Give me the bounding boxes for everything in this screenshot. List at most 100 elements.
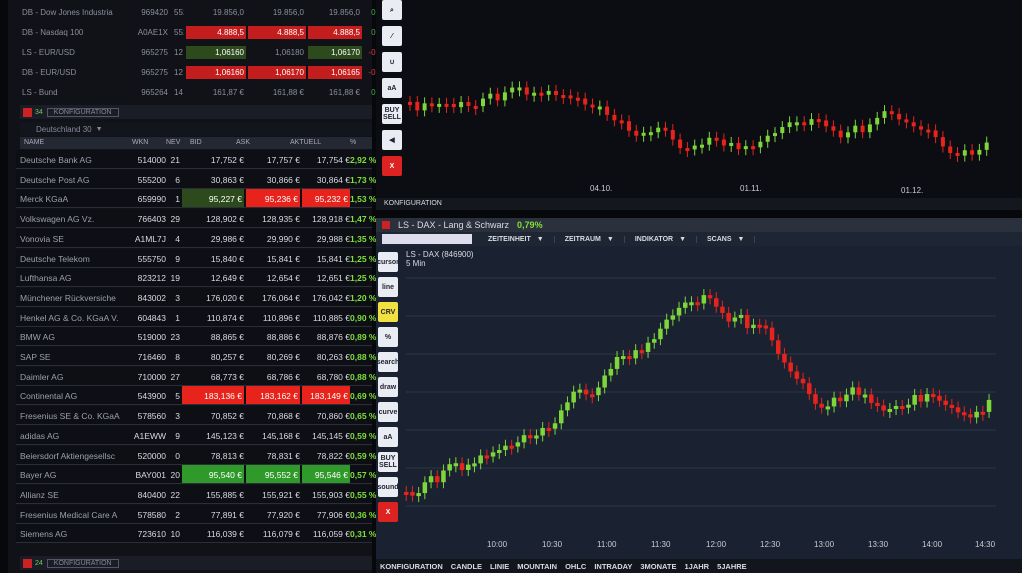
column-header[interactable]: BID	[190, 139, 202, 146]
table-row[interactable]: Deutsche Post AG 555200 6 30,863 € 30,866 € 3…	[16, 169, 376, 189]
candle	[853, 125, 858, 133]
menu-zeitraum[interactable]: ZEITRAUM ▼	[555, 235, 625, 243]
quote-last: 1,06170	[308, 45, 362, 59]
table-row[interactable]: Allianz SE 840400 22 155,885 € 155,921 € 155,…	[16, 484, 376, 504]
candle	[437, 103, 442, 107]
column-header[interactable]: %	[350, 139, 357, 146]
column-header[interactable]: AKTUELL	[290, 139, 322, 146]
cell-ask: 70,868 €	[266, 411, 300, 422]
candle	[515, 442, 521, 447]
tool-search-button[interactable]: search	[378, 352, 398, 372]
tool-search-icon[interactable]: ⌕	[382, 0, 402, 20]
table-row[interactable]: Volkswagen AG Vz. 766403 29 128,902 € 128,93…	[16, 209, 377, 229]
menu-zeiteinheit[interactable]: ZEITEINHEIT ▼	[478, 235, 555, 243]
table-row[interactable]: Continental AG 543900 5 183,136 €183,162 €1…	[16, 386, 376, 406]
tool-aa-button[interactable]: aA	[378, 427, 398, 447]
tool-sound-icon[interactable]: ◀	[382, 130, 402, 150]
candle	[459, 102, 464, 108]
cell-name: Deutsche Bank AG	[20, 155, 92, 165]
table-row[interactable]: Münchener Rückversiche 843002 3 176,020 € 17…	[16, 287, 376, 307]
table-row[interactable]: Deutsche Telekom 555750 9 15,840 €15,841 €1…	[16, 248, 376, 268]
chart-type-linie[interactable]: LINIE	[490, 562, 510, 571]
candle	[627, 356, 632, 360]
menu-scans[interactable]: SCANS ▼	[697, 235, 756, 243]
table-row[interactable]: Lufthansa AG 823212 19 12,649 € 12,654 € 12,6…	[16, 268, 376, 288]
candle	[571, 391, 576, 403]
config-button[interactable]: KONFIGURATION	[46, 107, 119, 117]
tool-aa-button[interactable]: aA	[382, 78, 402, 98]
tool-curve-button[interactable]: curve	[378, 402, 398, 422]
candle	[597, 106, 602, 110]
candle	[912, 394, 917, 405]
column-header[interactable]: NEV	[166, 139, 181, 146]
chart-type-ohlc[interactable]: OHLC	[565, 562, 587, 571]
quote-row[interactable]: LS - EUR/USD 965275 12 1,06160 1,06180 1,0617…	[20, 43, 396, 61]
table-row[interactable]: Fresenius SE & Co. KGaA 578560 3 70,852 € 70…	[16, 406, 376, 426]
candle	[565, 402, 570, 411]
tool---button[interactable]: %	[378, 327, 398, 347]
chart-type-intraday[interactable]: INTRADAY	[594, 562, 633, 571]
quote-row[interactable]: DB - Nasdaq 100A0AE1X5514.888,54.888,54.…	[20, 23, 396, 41]
candle	[577, 389, 583, 393]
candle	[893, 405, 899, 410]
candle	[949, 404, 955, 408]
table-row[interactable]: Bayer AG BAY001 20 95,540 €95,552 €95,546 €…	[16, 465, 376, 485]
tool-curve-icon[interactable]: ∪	[382, 52, 402, 72]
search-input[interactable]	[382, 234, 472, 244]
tool-draw-icon[interactable]: ⁄	[382, 26, 402, 46]
menu-indikator[interactable]: INDIKATOR ▼	[625, 235, 698, 243]
list-select[interactable]: Deutschland 30	[36, 124, 92, 134]
table-row[interactable]: Daimler AG 710000 27 68,773 € 68,786 € 68,780…	[16, 366, 376, 386]
cell-nev: 3	[175, 292, 180, 303]
table-row[interactable]: Beiersdorf Aktiengesellsc 520000 0 78,813 €…	[16, 445, 377, 465]
table-row[interactable]: Deutsche Bank AG 514000 21 17,752 € 17,757 €…	[16, 150, 377, 169]
close-icon[interactable]	[23, 558, 32, 568]
tool-line-button[interactable]: line	[378, 277, 398, 297]
chart-type-mountain[interactable]: MOUNTAIN	[517, 562, 558, 571]
table-row[interactable]: Siemens AG 723610 10 116,039 € 116,079 € 116,…	[16, 524, 376, 544]
quote-row[interactable]: DB - EUR/USD 965275 12 1,06160 1,06170 1,0616…	[20, 63, 396, 81]
tool-buy-sell-button[interactable]: BUY SELL	[378, 452, 398, 472]
tool-x-button[interactable]: X	[378, 502, 398, 522]
tool-draw-button[interactable]: draw	[378, 377, 398, 397]
tool-sound-button[interactable]: sound	[378, 477, 398, 497]
table-row[interactable]: adidas AG A1EWW 9 145,123 € 145,168 € 145,145…	[16, 425, 376, 445]
table-row[interactable]: SAP SE 716460 8 80,257 € 80,269 € 80,263 €0,8…	[16, 347, 376, 366]
candle	[583, 98, 588, 105]
table-row[interactable]: Fresenius Medical Care A 578580 2 77,891 € 7…	[16, 504, 376, 524]
chart-type-1jahr[interactable]: 1JAHR	[684, 562, 710, 571]
cell-pct: 0,59 %	[350, 450, 377, 461]
table-row[interactable]: BMW AG 519000 23 88,865 € 88,886 € 88,876 €0,…	[16, 327, 376, 347]
candle	[528, 435, 533, 439]
tool-buy-sell-button[interactable]: BUY SELL	[382, 104, 402, 124]
chevron-down-icon[interactable]: ▼	[95, 125, 103, 133]
quote-row[interactable]: DB - Dow Jones Industria 969420 551 19.856,…	[20, 3, 396, 21]
cell-nev: 9	[175, 253, 180, 264]
candle	[583, 389, 589, 395]
close-icon[interactable]	[23, 107, 32, 117]
tool-crv-button[interactable]: CRV	[378, 302, 398, 322]
cell-pct: 1,47 %	[350, 214, 377, 225]
column-header[interactable]: WKN	[132, 139, 149, 146]
table-row[interactable]: Merck KGaA 659990 1 95,227 €95,236 €95,232 …	[16, 189, 376, 209]
quote-n: 14	[174, 87, 183, 97]
chart-type-candle[interactable]: CANDLE	[450, 562, 483, 571]
konfiguration-button[interactable]: KONFIGURATION	[376, 198, 1022, 210]
table-row[interactable]: Vonovia SE A1ML7J 4 29,986 € 29,990 € 29,988 …	[16, 228, 376, 248]
cell-ask: 110,896 €	[262, 312, 300, 323]
tool-cursor-button[interactable]: cursor	[378, 252, 398, 272]
tool-x-button[interactable]: X	[382, 156, 402, 176]
list-title-bar: Deutschland 30 ▼	[20, 122, 372, 136]
quote-row[interactable]: LS - Bund 965264 14 161,87 € 161,88 € 161,88 …	[20, 83, 396, 101]
cell-pct: 2,92 %	[350, 155, 377, 165]
chart-type-5jahre[interactable]: 5JAHRE	[717, 562, 747, 571]
chart-type-3monate[interactable]: 3MONATE	[640, 562, 677, 571]
column-header[interactable]: NAME	[24, 139, 45, 146]
x-axis-label: 12:00	[706, 540, 727, 549]
candle	[962, 150, 967, 156]
column-header[interactable]: ASK	[236, 139, 251, 146]
config-button[interactable]: KONFIGURATION	[46, 558, 119, 568]
table-row[interactable]: Henkel AG & Co. KGaA V. 604843 1 110,874 € 1…	[16, 307, 376, 327]
chart-type-konfiguration[interactable]: KONFIGURATION	[380, 562, 443, 571]
cell-akt: 155,903 €	[312, 489, 350, 500]
